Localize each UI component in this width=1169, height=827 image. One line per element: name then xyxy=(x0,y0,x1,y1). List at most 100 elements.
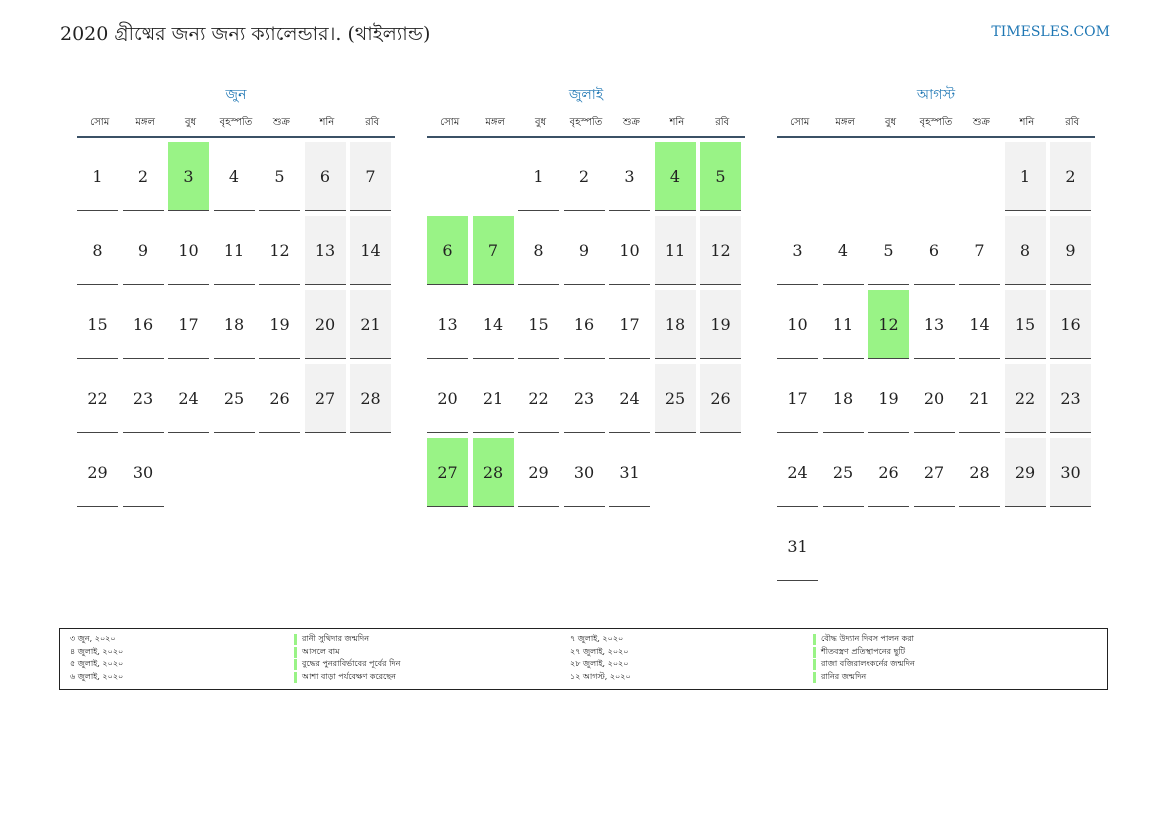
day-cell[interactable]: 24 xyxy=(609,364,650,433)
day-cell[interactable]: 22 xyxy=(518,364,559,433)
day-cell[interactable]: 7 xyxy=(959,216,1000,285)
day-cell[interactable]: 8 xyxy=(77,216,118,285)
day-cell[interactable]: 11 xyxy=(822,290,864,359)
day-cell[interactable]: 10 xyxy=(777,290,818,359)
legend-holiday-name: শীতবস্ত্রণ প্রতিস্থাপনের ছুটি xyxy=(821,646,906,656)
day-cell[interactable]: 27 xyxy=(304,364,346,433)
day-cell[interactable]: 25 xyxy=(822,438,864,507)
day-cell[interactable]: 19 xyxy=(259,290,300,359)
day-cell[interactable]: 14 xyxy=(959,290,1000,359)
day-cell[interactable]: 12 xyxy=(700,216,741,285)
day-cell[interactable]: 21 xyxy=(959,364,1000,433)
day-cell[interactable]: 18 xyxy=(654,290,696,359)
day-cell[interactable]: 17 xyxy=(777,364,818,433)
day-cell[interactable]: 19 xyxy=(700,290,741,359)
day-cell[interactable]: 1 xyxy=(77,142,118,211)
day-cell[interactable]: 16 xyxy=(122,290,164,359)
holiday-day-cell[interactable]: 27 xyxy=(427,438,468,507)
day-cell[interactable]: 3 xyxy=(609,142,650,211)
day-cell[interactable]: 13 xyxy=(304,216,346,285)
day-cell[interactable]: 2 xyxy=(122,142,164,211)
day-cell[interactable]: 15 xyxy=(77,290,118,359)
day-cell[interactable]: 5 xyxy=(868,216,909,285)
day-cell[interactable]: 31 xyxy=(777,512,818,581)
day-cell[interactable]: 18 xyxy=(822,364,864,433)
day-cell[interactable]: 2 xyxy=(563,142,605,211)
day-cell[interactable]: 1 xyxy=(518,142,559,211)
day-cell[interactable]: 7 xyxy=(350,142,391,211)
day-cell[interactable]: 1 xyxy=(1004,142,1046,211)
day-cell[interactable]: 16 xyxy=(1050,290,1091,359)
holiday-day-cell[interactable]: 3 xyxy=(168,142,209,211)
day-cell[interactable]: 2 xyxy=(1050,142,1091,211)
day-cell[interactable]: 26 xyxy=(868,438,909,507)
empty-cell xyxy=(777,142,818,210)
day-cell[interactable]: 25 xyxy=(213,364,255,433)
day-cell[interactable]: 16 xyxy=(563,290,605,359)
day-cell[interactable]: 20 xyxy=(913,364,955,433)
weekday-label: মঙ্গল xyxy=(835,117,855,128)
day-cell[interactable]: 20 xyxy=(427,364,468,433)
day-cell[interactable]: 12 xyxy=(259,216,300,285)
day-cell[interactable]: 13 xyxy=(913,290,955,359)
legend-date: ৭ জুলাই, ২০২০ xyxy=(570,634,624,643)
holiday-day-cell[interactable]: 4 xyxy=(654,142,696,211)
holiday-day-cell[interactable]: 28 xyxy=(472,438,514,507)
day-cell[interactable]: 11 xyxy=(213,216,255,285)
day-cell[interactable]: 23 xyxy=(1050,364,1091,433)
day-cell[interactable]: 4 xyxy=(822,216,864,285)
day-cell[interactable]: 14 xyxy=(472,290,514,359)
day-cell[interactable]: 17 xyxy=(609,290,650,359)
day-cell[interactable]: 3 xyxy=(777,216,818,285)
day-cell[interactable]: 30 xyxy=(563,438,605,507)
holiday-day-cell[interactable]: 6 xyxy=(427,216,468,285)
day-cell[interactable]: 4 xyxy=(213,142,255,211)
day-cell[interactable]: 14 xyxy=(350,216,391,285)
day-cell[interactable]: 10 xyxy=(168,216,209,285)
day-cell[interactable]: 28 xyxy=(959,438,1000,507)
day-cell[interactable]: 9 xyxy=(122,216,164,285)
day-cell[interactable]: 22 xyxy=(77,364,118,433)
day-cell[interactable]: 17 xyxy=(168,290,209,359)
day-cell[interactable]: 11 xyxy=(654,216,696,285)
day-cell[interactable]: 23 xyxy=(122,364,164,433)
day-cell[interactable]: 28 xyxy=(350,364,391,433)
day-cell[interactable]: 29 xyxy=(518,438,559,507)
day-cell[interactable]: 30 xyxy=(122,438,164,507)
day-cell[interactable]: 6 xyxy=(913,216,955,285)
day-cell[interactable]: 21 xyxy=(350,290,391,359)
day-cell[interactable]: 19 xyxy=(868,364,909,433)
holiday-day-cell[interactable]: 12 xyxy=(868,290,909,359)
day-cell[interactable]: 13 xyxy=(427,290,468,359)
day-cell[interactable]: 22 xyxy=(1004,364,1046,433)
day-cell[interactable]: 15 xyxy=(518,290,559,359)
day-cell[interactable]: 23 xyxy=(563,364,605,433)
day-cell[interactable]: 24 xyxy=(168,364,209,433)
day-cell[interactable]: 27 xyxy=(913,438,955,507)
day-cell[interactable]: 29 xyxy=(77,438,118,507)
legend-color-marker xyxy=(294,671,297,683)
day-cell[interactable]: 30 xyxy=(1050,438,1091,507)
day-cell[interactable]: 20 xyxy=(304,290,346,359)
day-cell[interactable]: 8 xyxy=(518,216,559,285)
day-cell[interactable]: 6 xyxy=(304,142,346,211)
day-cell[interactable]: 18 xyxy=(213,290,255,359)
weekday-label: রবি xyxy=(715,117,730,128)
holiday-day-cell[interactable]: 5 xyxy=(700,142,741,211)
day-cell[interactable]: 26 xyxy=(259,364,300,433)
day-cell[interactable]: 5 xyxy=(259,142,300,211)
weekday-label: রবি xyxy=(1065,117,1080,128)
day-cell[interactable]: 31 xyxy=(609,438,650,507)
day-cell[interactable]: 21 xyxy=(472,364,514,433)
day-cell[interactable]: 9 xyxy=(1050,216,1091,285)
day-cell[interactable]: 15 xyxy=(1004,290,1046,359)
day-cell[interactable]: 29 xyxy=(1004,438,1046,507)
holiday-day-cell[interactable]: 7 xyxy=(472,216,514,285)
day-cell[interactable]: 24 xyxy=(777,438,818,507)
day-cell[interactable]: 9 xyxy=(563,216,605,285)
site-link[interactable]: TIMESLES.COM xyxy=(991,24,1110,40)
day-cell[interactable]: 25 xyxy=(654,364,696,433)
day-cell[interactable]: 8 xyxy=(1004,216,1046,285)
day-cell[interactable]: 10 xyxy=(609,216,650,285)
day-cell[interactable]: 26 xyxy=(700,364,741,433)
